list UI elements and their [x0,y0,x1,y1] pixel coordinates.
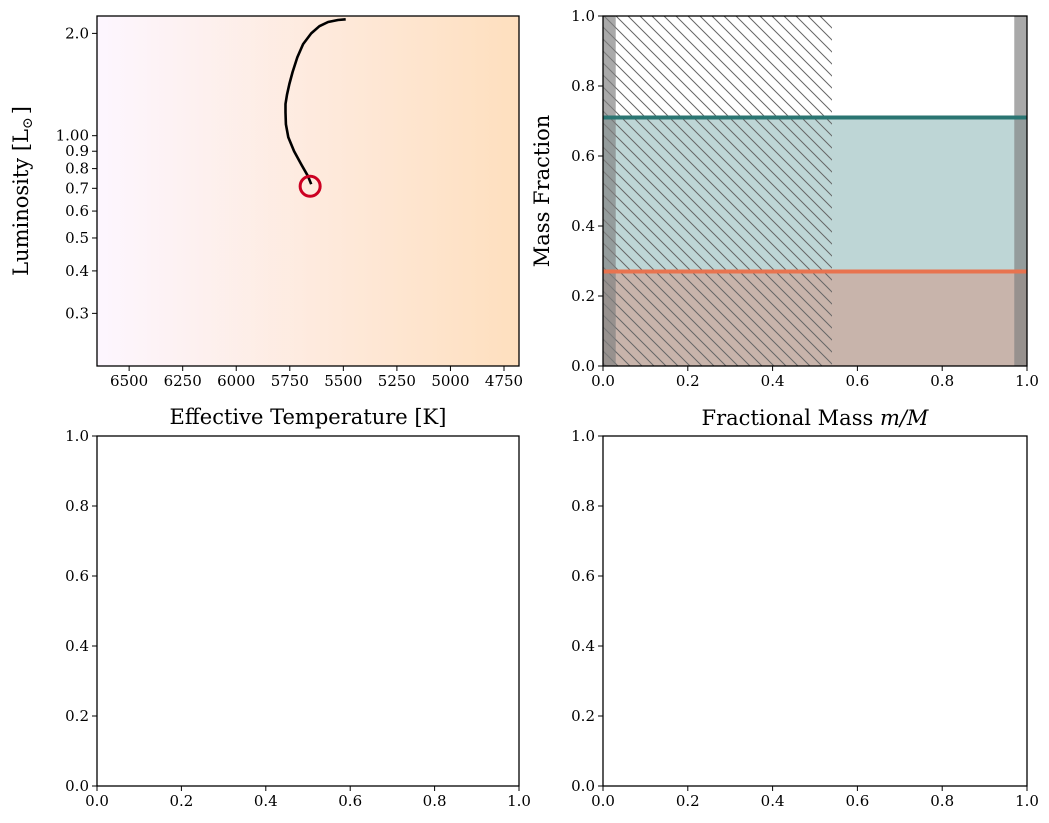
bottom-left-x-tick-label: 0.2 [169,792,193,810]
hr-y-ticks: 0.3 0.4 0.5 0.6 0.70.80.91.00 2.0 [56,24,97,322]
hr-x-tick-label: 4750 [485,372,523,390]
empty-panel-bottom-right: 0.0 0.2 0.4 0.6 0.8 1.0 0.0 0.2 0.4 0.6 0.8 1.0 [571,427,1039,810]
hr-y-label-main: Luminosity [L [9,129,33,276]
hr-y-tick-label: 0.6 [65,202,89,220]
composition-x-tick-label: 1.0 [1015,372,1039,390]
composition-x-tick-label: 0.8 [930,372,954,390]
bottom-left-axes-frame [96,435,520,787]
hr-x-tick-label: 5750 [271,372,309,390]
bottom-right-y-tick-label: 0.4 [571,637,595,655]
bottom-right-x-tick-label: 0.2 [676,792,700,810]
hr-y-tick-label: 0.7 [65,179,89,197]
bottom-left-x-tick-label: 0.8 [423,792,447,810]
bottom-right-x-tick-label: 0.6 [845,792,869,810]
hr-y-tick-label: 0.9 [65,142,89,160]
current-state-marker [298,174,322,198]
bottom-left-y-tick-label: 0.6 [65,567,89,585]
hr-y-label-bracket: ] [9,106,33,114]
bottom-right-y-tick-label: 0.8 [571,497,595,515]
bottom-left-x-tick-label: 0.4 [254,792,278,810]
composition-y-tick-label: 0.0 [571,357,595,375]
composition-x-tick-label: 0.4 [761,372,785,390]
bottom-right-x-ticks: 0.0 0.2 0.4 0.6 0.8 1.0 [591,786,1039,810]
bottom-right-axes-frame [602,435,1028,787]
bottom-left-y-tick-label: 0.8 [65,497,89,515]
hr-y-tick-label: 0.8 [65,160,89,178]
bottom-right-y-tick-label: 1.0 [571,427,595,445]
left-shaded-band [603,16,616,366]
hr-x-tick-label: 5500 [324,372,362,390]
hr-y-tick-label: 2.0 [65,24,89,42]
composition-y-tick-label: 0.6 [571,147,595,165]
bottom-left-y-ticks: 0.0 0.2 0.4 0.6 0.8 1.0 [65,427,97,795]
hr-x-tick-label: 6250 [164,372,202,390]
bottom-left-x-ticks: 0.0 0.2 0.4 0.6 0.8 1.0 [85,786,531,810]
composition-y-tick-label: 0.8 [571,77,595,95]
composition-x-tick-label: 0.6 [845,372,869,390]
hr-y-tick-label: 0.4 [65,262,89,280]
composition-y-axis-label: Mass Fraction [530,115,554,267]
composition-x-label-math: m/M [880,406,929,430]
bottom-right-y-tick-label: 0.0 [571,777,595,795]
bottom-right-y-tick-label: 0.6 [571,567,595,585]
hr-background-gradient [97,16,519,366]
bottom-right-x-tick-label: 0.8 [930,792,954,810]
bottom-right-y-tick-label: 0.2 [571,707,595,725]
composition-x-tick-label: 0.2 [676,372,700,390]
bottom-right-y-ticks: 0.0 0.2 0.4 0.6 0.8 1.0 [571,427,603,795]
composition-x-tick-label: 0.0 [591,372,615,390]
hr-x-tick-label: 6000 [217,372,255,390]
bottom-left-y-tick-label: 0.4 [65,637,89,655]
hr-x-ticks: 6500 6250 6000 5750 5500 5250 5000 4750 [110,366,523,390]
composition-y-ticks: 0.0 0.2 0.4 0.6 0.8 1.0 [571,7,603,375]
bottom-left-y-tick-label: 0.0 [65,777,89,795]
hr-x-tick-label: 5000 [431,372,469,390]
empty-panel-bottom-left: 0.0 0.2 0.4 0.6 0.8 1.0 0.0 0.2 0.4 0.6 0.8 1.0 [65,427,531,810]
bottom-left-x-tick-label: 0.6 [338,792,362,810]
composition-y-tick-label: 0.2 [571,287,595,305]
composition-axes-frame [602,15,1028,367]
hr-y-tick-label: 0.5 [65,229,89,247]
hr-x-tick-label: 6500 [110,372,148,390]
composition-x-label-text: Fractional Mass [702,406,880,430]
hr-x-axis-label: Effective Temperature [K] [170,405,447,429]
bottom-right-x-tick-label: 1.0 [1015,792,1039,810]
hr-evolution-track [284,18,346,185]
hr-axes-frame [96,15,520,367]
hr-y-tick-label: 0.3 [65,304,89,322]
hr-x-tick-label: 5250 [378,372,416,390]
hr-diagram-panel: 6500 6250 6000 5750 5500 5250 5000 4750 0.30.40… [9,15,523,429]
composition-y-tick-label: 1.0 [571,7,595,25]
bottom-right-x-tick-label: 0.4 [761,792,785,810]
hatched-region [603,16,832,366]
hr-y-axis-label: Luminosity [L⊙] [9,106,36,276]
bottom-left-y-tick-label: 0.2 [65,707,89,725]
hr-y-label-sun-symbol: ⊙ [20,117,36,129]
bottom-left-y-tick-label: 1.0 [65,427,89,445]
right-shaded-band [1014,16,1027,366]
bottom-right-x-tick-label: 0.0 [591,792,615,810]
hr-y-tick-label: 1.00 [56,127,89,145]
composition-panel: 0.0 0.2 0.4 0.6 0.8 1.0 0.0 0.2 0.4 0.6 0.8 1.0 Fr… [530,7,1039,430]
composition-x-ticks: 0.0 0.2 0.4 0.6 0.8 1.0 [591,366,1039,390]
bottom-left-x-tick-label: 0.0 [85,792,109,810]
composition-y-tick-label: 0.4 [571,217,595,235]
bottom-left-x-tick-label: 1.0 [507,792,531,810]
composition-x-axis-label: Fractional Mass m/M [702,406,929,430]
